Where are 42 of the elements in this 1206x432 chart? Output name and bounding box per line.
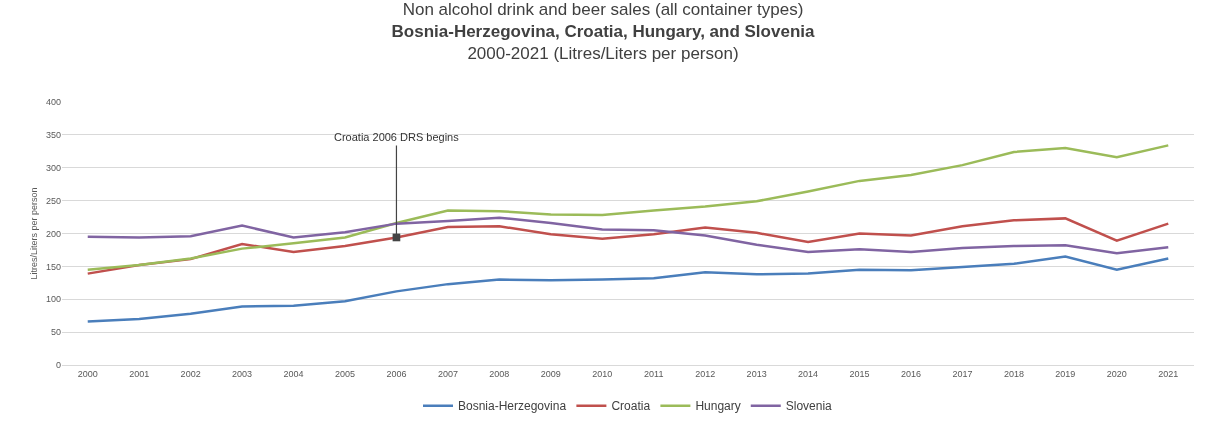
legend-label: Slovenia: [785, 399, 833, 414]
legend-label: Hungary: [695, 399, 741, 414]
x-tick-label: 2011: [644, 368, 664, 379]
y-tick-label: 300: [45, 162, 61, 173]
x-tick-label: 2012: [695, 368, 716, 379]
x-tick-label: 2013: [746, 368, 767, 379]
annotation: Croatia 2006 DRS begins: [334, 131, 460, 143]
x-tick-label: 2002: [180, 368, 201, 379]
x-tick-label: 2001: [129, 368, 150, 379]
y-tick-label: 0: [55, 360, 61, 371]
legend-label: Croatia: [611, 399, 651, 414]
y-tick-label: 50: [50, 327, 61, 338]
y-tick-label: 250: [45, 195, 61, 206]
x-tick-label: 2018: [1003, 368, 1024, 379]
x-tick-label: 2014: [798, 368, 819, 379]
y-axis-title: Litres/Liters per person: [29, 187, 40, 280]
chart-subtitle: Bosnia-Herzegovina, Croatia, Hungary, and Slovenia 2000-2021 (Litres/Liters per person): [391, 22, 815, 64]
y-tick-label: 200: [45, 228, 61, 239]
x-tick-label: 2003: [232, 368, 253, 379]
line-series: [86, 144, 1170, 271]
legend-label: Bosnia-Herzegovina: [458, 399, 567, 414]
x-tick-label: 2005: [334, 368, 356, 379]
x-tick-label: 2008: [489, 368, 510, 379]
y-tick-label: 400: [45, 97, 61, 108]
x-tick-label: 2006: [386, 368, 407, 379]
x-tick-label: 2015: [849, 368, 870, 379]
x-tick-label: 2009: [540, 368, 561, 379]
x-tick-label: 2000: [77, 368, 98, 379]
y-tick-label: 100: [45, 294, 61, 305]
y-tick-label: 350: [45, 130, 61, 141]
x-tick-label: 2021: [1158, 368, 1179, 379]
x-tick-label: 2019: [1055, 368, 1076, 379]
x-tick-label: 2020: [1106, 368, 1127, 379]
y-tick-label: 150: [45, 261, 61, 272]
line-series: [86, 216, 1170, 255]
x-tick-label: 2007: [437, 368, 458, 379]
x-tick-label: 2016: [900, 368, 922, 379]
chart-title: Non alcohol drink and beer sales (all container types): [402, 0, 804, 20]
line-series: [86, 255, 1170, 323]
x-tick-label: 2017: [952, 368, 973, 379]
x-tick-label: 2004: [283, 368, 304, 379]
x-tick-label: 2010: [592, 368, 613, 379]
